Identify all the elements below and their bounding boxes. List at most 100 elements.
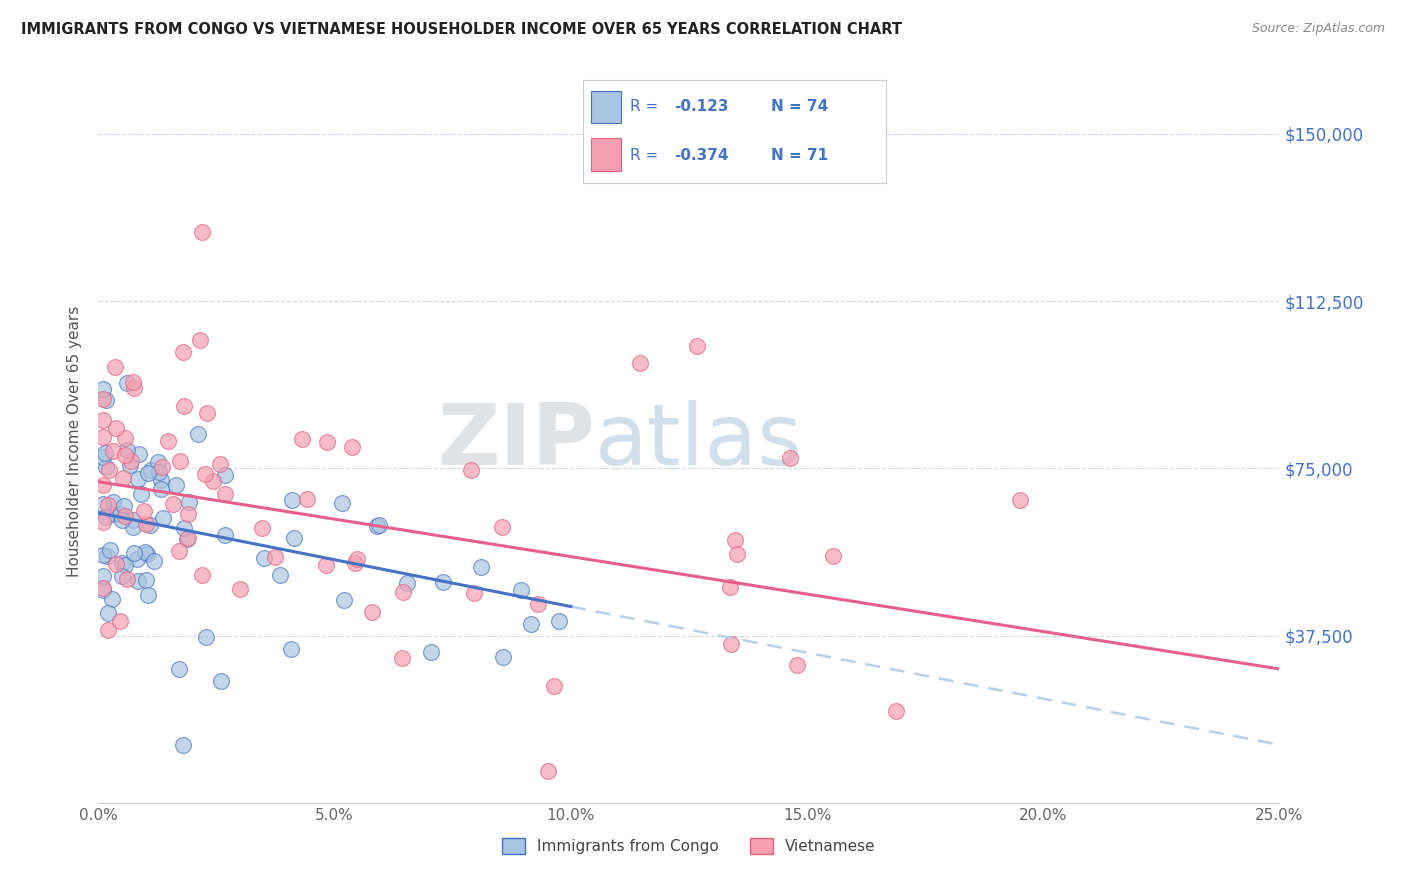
Point — [122, 375, 145, 389]
Point — [283, 531, 305, 545]
Point — [173, 521, 195, 535]
Point — [112, 500, 135, 514]
Point — [470, 559, 492, 574]
Point — [187, 426, 209, 441]
Text: Source: ZipAtlas.com: Source: ZipAtlas.com — [1251, 22, 1385, 36]
Point — [114, 558, 136, 572]
Point — [91, 548, 114, 562]
Point — [91, 515, 114, 529]
Point — [1008, 492, 1031, 507]
Point — [280, 642, 302, 657]
Point — [165, 478, 187, 492]
Point — [96, 549, 118, 563]
Point — [391, 650, 413, 665]
Point — [169, 454, 191, 468]
Point — [156, 434, 179, 448]
Point — [142, 554, 165, 568]
FancyBboxPatch shape — [591, 137, 621, 170]
Point — [104, 420, 127, 434]
Point — [97, 606, 120, 620]
Point — [886, 704, 908, 718]
Point — [520, 616, 543, 631]
Text: R =: R = — [630, 99, 664, 114]
Point — [191, 567, 214, 582]
Point — [526, 597, 548, 611]
Point — [122, 546, 145, 560]
Point — [177, 531, 200, 545]
Point — [112, 470, 135, 484]
Point — [148, 465, 170, 479]
Point — [491, 520, 513, 534]
Point — [120, 453, 142, 467]
Point — [460, 463, 482, 477]
Point — [188, 333, 211, 347]
Point — [94, 509, 117, 524]
Point — [150, 459, 173, 474]
Point — [152, 511, 174, 525]
Point — [209, 458, 232, 472]
Point — [115, 376, 138, 390]
Point — [94, 446, 117, 460]
Point — [821, 549, 844, 563]
Point — [179, 495, 201, 509]
Point — [91, 497, 114, 511]
Point — [392, 584, 415, 599]
Point — [537, 764, 560, 778]
Text: -0.123: -0.123 — [675, 99, 728, 114]
Point — [128, 447, 150, 461]
Point — [176, 532, 198, 546]
Point — [214, 468, 236, 483]
Point — [724, 533, 747, 547]
Point — [194, 467, 217, 481]
Point — [124, 381, 146, 395]
Point — [91, 582, 114, 596]
Point — [117, 573, 139, 587]
Point — [91, 582, 114, 597]
Point — [786, 658, 808, 673]
Point — [150, 482, 173, 496]
Y-axis label: Householder Income Over 65 years: Householder Income Over 65 years — [67, 306, 83, 577]
Point — [97, 499, 120, 513]
Point — [543, 679, 565, 693]
Point — [135, 517, 157, 532]
Point — [162, 497, 184, 511]
Point — [114, 431, 136, 445]
Point — [346, 551, 368, 566]
Point — [101, 591, 124, 606]
Text: atlas: atlas — [595, 400, 803, 483]
Point — [111, 513, 134, 527]
Point — [115, 443, 138, 458]
Point — [509, 582, 531, 597]
Point — [91, 382, 114, 396]
Point — [419, 645, 441, 659]
Point — [127, 552, 149, 566]
Text: IMMIGRANTS FROM CONGO VS VIETNAMESE HOUSEHOLDER INCOME OVER 65 YEARS CORRELATION: IMMIGRANTS FROM CONGO VS VIETNAMESE HOUS… — [21, 22, 903, 37]
Point — [172, 345, 194, 359]
Point — [91, 478, 114, 492]
Point — [330, 496, 353, 510]
Point — [136, 588, 159, 602]
Point — [720, 637, 742, 651]
Point — [91, 430, 114, 444]
Point — [344, 557, 367, 571]
Point — [167, 662, 190, 676]
Point — [333, 592, 356, 607]
Point — [547, 615, 569, 629]
Point — [135, 573, 157, 587]
Point — [139, 463, 162, 477]
Point — [718, 580, 741, 594]
FancyBboxPatch shape — [591, 91, 621, 123]
Point — [315, 434, 337, 449]
Point — [214, 528, 236, 542]
Point — [195, 630, 218, 644]
Point — [94, 393, 117, 408]
Point — [725, 547, 748, 561]
Point — [432, 575, 454, 590]
Point — [253, 550, 276, 565]
Point — [94, 460, 117, 475]
Point — [139, 517, 162, 532]
Point — [340, 440, 363, 454]
Point — [195, 406, 218, 420]
Point — [360, 605, 382, 619]
Point — [101, 508, 124, 522]
